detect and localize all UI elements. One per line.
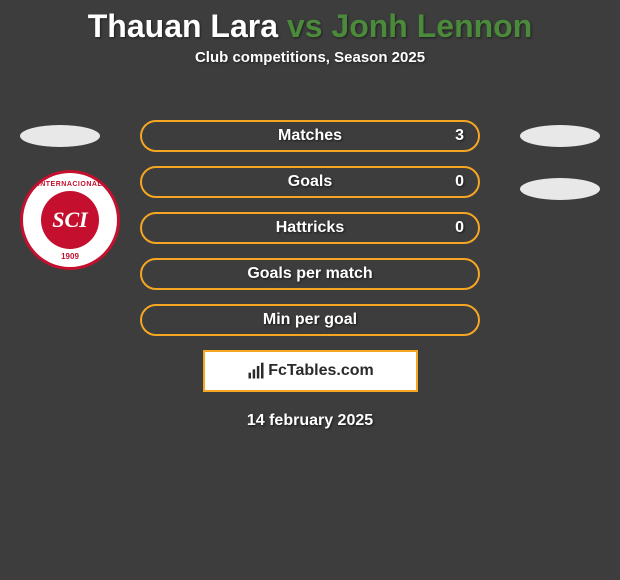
player2-avatar-placeholder-2: [520, 178, 600, 200]
date-text: 14 february 2025: [140, 412, 480, 430]
badge-monogram: SCI: [52, 207, 87, 233]
brand-chart-icon: [246, 361, 266, 381]
stat-value-right: 3: [455, 127, 464, 145]
stat-value-right: 0: [455, 219, 464, 237]
badge-inner-circle: SCI: [41, 191, 99, 249]
player2-name: Jonh Lennon: [331, 8, 532, 44]
stat-value-right: 0: [455, 173, 464, 191]
stat-label: Goals per match: [247, 265, 372, 283]
badge-club-name: INTERNACIONAL: [38, 181, 102, 188]
comparison-title: Thauan Lara vs Jonh Lennon: [0, 0, 620, 49]
subtitle-text: Club competitions, Season 2025: [0, 49, 620, 66]
stat-row-min-per-goal: Min per goal: [140, 304, 480, 336]
stat-row-goals: Goals 0: [140, 166, 480, 198]
badge-year: 1909: [61, 252, 79, 261]
stat-label: Min per goal: [263, 311, 357, 329]
stat-row-hattricks: Hattricks 0: [140, 212, 480, 244]
comparison-widget: Thauan Lara vs Jonh Lennon Club competit…: [0, 0, 620, 580]
club-badge: INTERNACIONAL SCI 1909: [20, 170, 120, 270]
brand-box[interactable]: FcTables.com: [203, 350, 418, 392]
stat-row-goals-per-match: Goals per match: [140, 258, 480, 290]
player1-name: Thauan Lara: [88, 8, 278, 44]
stat-label: Matches: [278, 127, 342, 145]
vs-separator: vs: [287, 8, 323, 44]
stats-section: Matches 3 Goals 0 Hattricks 0 Goals per …: [140, 120, 480, 430]
stat-label: Hattricks: [276, 219, 344, 237]
player2-avatar-placeholder-1: [520, 125, 600, 147]
player1-avatar-placeholder: [20, 125, 100, 147]
brand-text: FcTables.com: [268, 362, 374, 380]
stat-row-matches: Matches 3: [140, 120, 480, 152]
stat-label: Goals: [288, 173, 332, 191]
badge-outer-circle: INTERNACIONAL SCI 1909: [20, 170, 120, 270]
